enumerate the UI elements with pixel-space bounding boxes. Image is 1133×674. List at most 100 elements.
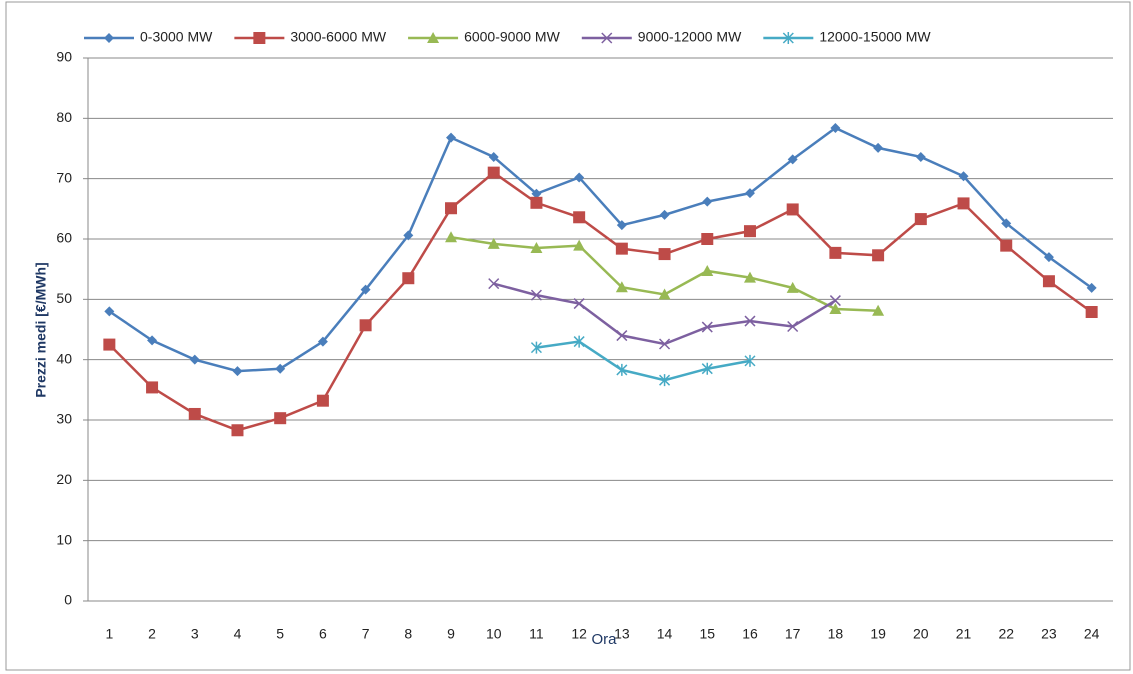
x-tick-label: 10: [486, 626, 502, 642]
data-point: [147, 335, 158, 346]
data-point: [573, 298, 585, 310]
data-point: [573, 335, 585, 348]
x-tick-label: 13: [614, 626, 630, 642]
data-point: [872, 304, 885, 316]
data-point: [403, 230, 414, 241]
data-point: [701, 264, 714, 276]
data-point: [1001, 218, 1012, 229]
data-point: [829, 295, 841, 307]
data-point: [530, 196, 543, 209]
x-tick-label: 14: [657, 626, 673, 642]
data-point: [958, 171, 969, 182]
x-tick-label: 9: [447, 626, 455, 642]
x-tick-label: 16: [742, 626, 758, 642]
data-point: [530, 289, 542, 301]
x-tick-label: 11: [529, 626, 544, 642]
legend-label: 9000-12000 MW: [638, 29, 742, 45]
data-point: [702, 196, 713, 207]
series-line: [108, 126, 1093, 373]
data-point: [1085, 306, 1098, 319]
data-point: [1042, 275, 1055, 288]
data-point: [188, 407, 201, 420]
data-point: [1086, 282, 1097, 293]
data-point: [445, 202, 458, 215]
data-point: [531, 188, 542, 199]
data-point: [659, 209, 670, 220]
data-point: [232, 366, 243, 377]
data-point: [359, 319, 372, 332]
data-point: [787, 320, 799, 333]
y-tick-label: 0: [64, 592, 72, 608]
data-point: [530, 341, 542, 354]
data-point: [103, 338, 116, 351]
data-point: [615, 281, 628, 293]
data-point: [744, 188, 755, 199]
legend-marker: [601, 32, 613, 44]
data-point: [658, 248, 671, 261]
data-point: [530, 242, 543, 254]
data-point: [231, 424, 244, 437]
data-point: [658, 288, 671, 300]
data-point: [744, 354, 756, 367]
data-point: [615, 242, 628, 255]
data-point: [616, 220, 627, 231]
data-point: [360, 284, 371, 295]
data-point: [701, 362, 713, 375]
data-point: [275, 363, 286, 374]
y-tick-label: 10: [56, 531, 72, 547]
data-point: [445, 231, 458, 243]
data-point: [915, 151, 926, 162]
y-tick-label: 30: [56, 411, 72, 427]
x-tick-label: 19: [870, 626, 886, 642]
data-point: [659, 338, 671, 350]
data-point: [316, 394, 329, 407]
series-line: [536, 340, 751, 382]
x-tick-label: 2: [148, 626, 156, 642]
data-point: [744, 315, 756, 327]
x-tick-label: 5: [276, 626, 284, 642]
data-point: [488, 278, 500, 290]
data-point: [1043, 252, 1054, 263]
data-point: [616, 363, 628, 376]
data-point: [104, 306, 115, 317]
data-point: [659, 374, 671, 387]
data-point: [274, 412, 287, 425]
data-point: [957, 197, 970, 210]
legend-marker: [427, 32, 440, 43]
data-point: [446, 132, 457, 143]
data-point: [616, 330, 628, 342]
x-tick-label: 20: [913, 626, 929, 642]
data-point: [701, 321, 713, 333]
y-tick-label: 50: [56, 290, 72, 306]
x-tick-label: 15: [699, 626, 715, 642]
x-tick-label: 1: [105, 626, 113, 642]
x-tick-label: 18: [828, 626, 844, 642]
data-point: [829, 246, 842, 259]
legend-label: 0-3000 MW: [140, 29, 213, 45]
data-point: [873, 142, 884, 153]
x-tick-label: 17: [785, 626, 801, 642]
y-tick-label: 40: [56, 350, 72, 366]
x-tick-label: 22: [998, 626, 1014, 642]
legend-marker: [253, 32, 266, 44]
data-point: [829, 302, 842, 314]
y-axis-label: Prezzi medi [€/MWh]: [33, 262, 49, 397]
y-tick-label: 60: [56, 230, 72, 246]
series-line: [108, 171, 1093, 432]
data-point: [701, 233, 714, 245]
x-axis-label: Ora: [591, 631, 617, 648]
x-tick-label: 24: [1084, 626, 1100, 642]
data-point: [573, 239, 586, 251]
x-tick-label: 3: [191, 626, 199, 642]
x-tick-label: 23: [1041, 626, 1057, 642]
data-point: [189, 354, 200, 365]
data-point: [786, 203, 799, 216]
legend-marker: [104, 33, 114, 43]
data-point: [488, 151, 499, 162]
data-point: [487, 237, 500, 249]
data-point: [743, 271, 756, 283]
data-point: [872, 249, 885, 262]
data-point: [830, 122, 841, 133]
data-point: [573, 211, 586, 224]
